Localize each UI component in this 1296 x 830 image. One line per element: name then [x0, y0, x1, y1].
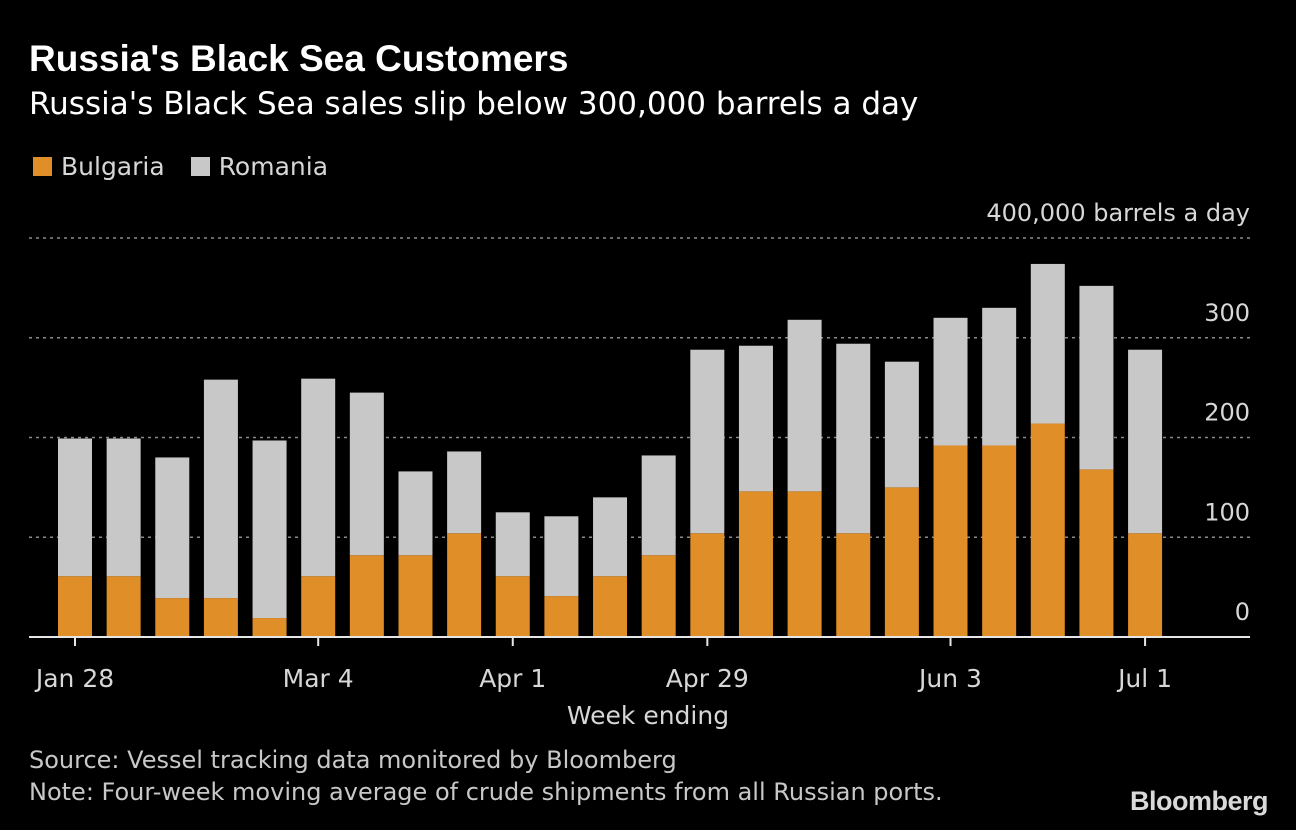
bar-romania-5	[301, 378, 336, 577]
bar-bulgaria-11	[593, 576, 628, 637]
bar-romania-9	[495, 512, 530, 577]
bar-bulgaria-22	[1128, 533, 1163, 637]
x-tick-label-18: Jun 3	[917, 664, 982, 693]
bar-romania-11	[593, 497, 628, 577]
bar-bulgaria-15	[787, 491, 822, 637]
bar-bulgaria-16	[836, 533, 871, 637]
legend-swatch-romania	[190, 157, 210, 176]
bar-bulgaria-10	[544, 596, 579, 637]
bar-bulgaria-3	[203, 598, 238, 637]
bar-bulgaria-20	[1030, 423, 1065, 637]
bar-bulgaria-4	[252, 618, 287, 637]
footnote: Note: Four-week moving average of crude …	[29, 778, 943, 806]
bar-romania-14	[738, 345, 773, 492]
bar-bulgaria-18	[933, 445, 968, 637]
x-tick-label-5: Mar 4	[283, 664, 354, 693]
x-tick-label-13: Apr 29	[666, 664, 749, 693]
bar-bulgaria-7	[398, 555, 433, 637]
bar-romania-8	[447, 451, 482, 534]
legend: Bulgaria Romania	[33, 152, 354, 181]
bar-bulgaria-5	[301, 576, 336, 637]
bar-romania-16	[836, 343, 871, 534]
bar-bulgaria-1	[106, 576, 141, 637]
bar-bulgaria-13	[690, 533, 725, 637]
bar-romania-17	[884, 361, 919, 488]
x-tick-label-22: Jul 1	[1116, 664, 1172, 693]
bar-romania-12	[641, 455, 676, 556]
bar-romania-7	[398, 471, 433, 556]
bar-bulgaria-0	[58, 576, 92, 637]
legend-swatch-bulgaria	[33, 157, 52, 176]
bar-bulgaria-19	[982, 445, 1017, 637]
bar-romania-15	[787, 319, 822, 492]
bar-bulgaria-2	[155, 598, 190, 637]
bar-bulgaria-21	[1079, 469, 1114, 637]
bar-romania-10	[544, 516, 579, 597]
legend-label-bulgaria: Bulgaria	[61, 152, 165, 181]
bar-bulgaria-8	[447, 533, 482, 637]
bar-bulgaria-17	[884, 487, 919, 637]
y-tick-label-300: 300	[1204, 299, 1250, 327]
y-tick-label-0: 0	[1235, 598, 1250, 626]
bar-romania-20	[1030, 263, 1065, 424]
bar-bulgaria-6	[349, 555, 384, 637]
bar-romania-18	[933, 317, 968, 446]
bar-bulgaria-14	[738, 491, 773, 637]
bar-romania-3	[203, 379, 238, 599]
bar-bulgaria-9	[495, 576, 530, 637]
bloomberg-logo: Bloomberg	[1129, 786, 1269, 816]
bar-romania-21	[1079, 285, 1114, 470]
bar-romania-1	[106, 438, 141, 577]
legend-item-bulgaria: Bulgaria	[33, 152, 165, 181]
source-note: Source: Vessel tracking data monitored b…	[29, 746, 677, 774]
x-axis-title: Week ending	[567, 701, 729, 730]
x-tick-label-9: Apr 1	[479, 664, 546, 693]
y-tick-label-200: 200	[1204, 399, 1250, 427]
bar-bulgaria-12	[641, 555, 676, 637]
bar-romania-0	[58, 438, 92, 577]
chart-subtitle: Russia's Black Sea sales slip below 300,…	[29, 86, 919, 122]
chart-title: Russia's Black Sea Customers	[29, 38, 569, 79]
y-axis-unit-label: 400,000 barrels a day	[986, 199, 1250, 227]
bar-romania-13	[690, 349, 725, 534]
bar-romania-22	[1128, 349, 1163, 534]
x-tick-label-0: Jan 28	[34, 664, 114, 693]
y-tick-label-100: 100	[1204, 498, 1250, 526]
bar-romania-19	[982, 307, 1017, 446]
bar-romania-6	[349, 392, 384, 556]
stacked-bar-chart: 0 100 200 300 400,000 barrels a day Jan 28 Mar…	[29, 199, 1250, 730]
legend-item-romania: Romania	[190, 152, 329, 181]
bar-romania-4	[252, 440, 287, 619]
bar-romania-2	[155, 457, 190, 599]
legend-label-romania: Romania	[218, 152, 329, 181]
